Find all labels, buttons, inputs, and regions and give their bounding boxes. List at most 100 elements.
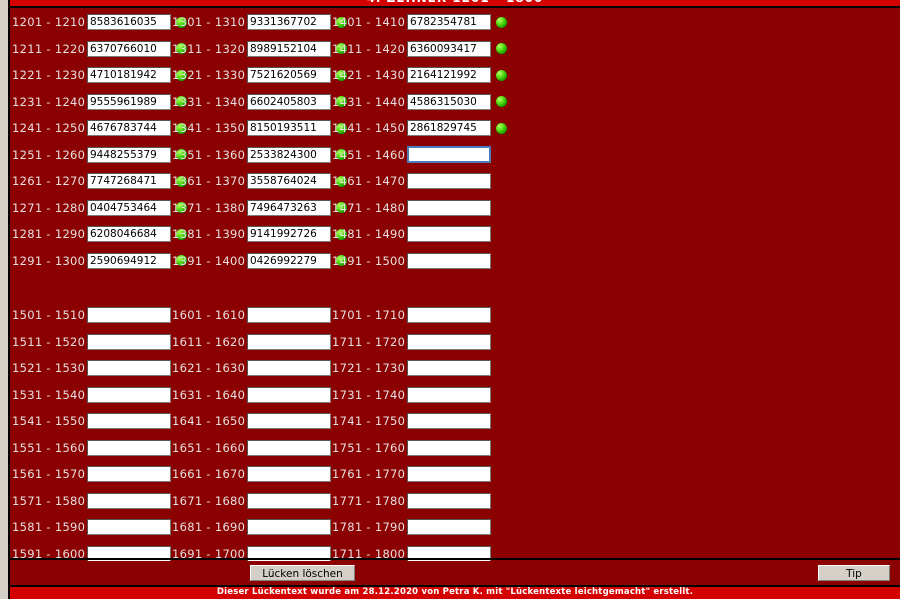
range-label: 1241 - 1250 <box>12 121 86 135</box>
gap-row: 1401 - 1410 <box>332 13 507 31</box>
gap-input[interactable] <box>247 307 331 323</box>
range-label: 1701 - 1710 <box>332 308 406 322</box>
range-label: 1481 - 1490 <box>332 227 406 241</box>
gap-input[interactable] <box>407 466 491 482</box>
gap-input[interactable] <box>87 466 171 482</box>
gap-input[interactable] <box>247 413 331 429</box>
gap-input[interactable] <box>247 252 331 269</box>
gap-row: 1711 - 1720 <box>332 333 507 351</box>
gap-input[interactable] <box>247 146 331 163</box>
range-label: 1721 - 1730 <box>332 361 406 375</box>
gap-input[interactable] <box>87 492 171 509</box>
gap-input[interactable] <box>87 120 171 136</box>
gap-input[interactable] <box>87 519 171 535</box>
gap-input[interactable] <box>87 226 171 242</box>
gap-row: 1221 - 1230 <box>12 66 187 84</box>
gap-input[interactable] <box>407 40 491 57</box>
gap-input[interactable] <box>407 93 491 110</box>
range-label: 1361 - 1370 <box>172 174 246 188</box>
range-label: 1331 - 1340 <box>172 94 246 109</box>
gap-row: 1621 - 1630 <box>172 359 347 377</box>
gap-row: 1531 - 1540 <box>12 386 187 404</box>
gap-input[interactable] <box>87 545 171 562</box>
range-label: 1601 - 1610 <box>172 308 246 322</box>
gap-input[interactable] <box>87 146 171 163</box>
gap-input[interactable] <box>247 199 331 216</box>
gap-input[interactable] <box>87 439 171 456</box>
range-label: 1401 - 1410 <box>332 15 406 29</box>
green-dot-icon <box>176 175 187 187</box>
gap-input[interactable] <box>407 120 491 136</box>
gap-input[interactable] <box>87 93 171 110</box>
range-label: 1581 - 1590 <box>12 520 86 534</box>
gap-input[interactable] <box>407 146 491 163</box>
range-label: 1391 - 1400 <box>172 253 246 268</box>
gap-input[interactable] <box>247 466 331 482</box>
tip-button[interactable]: Tip <box>818 565 890 581</box>
gap-row: 1321 - 1330 <box>172 66 347 84</box>
gap-input[interactable] <box>87 14 171 30</box>
footer-credit: Dieser Lückentext wurde am 28.12.2020 vo… <box>216 587 694 597</box>
gap-input[interactable] <box>87 360 171 376</box>
toolbar-top-divider <box>10 558 900 560</box>
gap-input[interactable] <box>247 492 331 509</box>
gap-row: 1301 - 1310 <box>172 13 347 31</box>
gap-input[interactable] <box>407 173 491 189</box>
gap-input[interactable] <box>247 386 331 403</box>
gap-input[interactable] <box>87 173 171 189</box>
gap-row: 1631 - 1640 <box>172 386 347 404</box>
gap-input[interactable] <box>407 333 491 350</box>
gap-input[interactable] <box>407 492 491 509</box>
gap-input[interactable] <box>87 199 171 216</box>
gap-input[interactable] <box>247 67 331 83</box>
green-dot-icon <box>176 69 187 81</box>
gap-input[interactable] <box>247 226 331 242</box>
gap-input[interactable] <box>407 386 491 403</box>
gap-input[interactable] <box>247 545 331 562</box>
green-dot-icon <box>336 69 347 81</box>
gap-input[interactable] <box>247 360 331 376</box>
gap-input[interactable] <box>407 413 491 429</box>
gap-row: 1271 - 1280 <box>12 199 187 217</box>
gap-input[interactable] <box>247 14 331 30</box>
gap-row: 1361 - 1370 <box>172 172 347 190</box>
gap-input[interactable] <box>247 93 331 110</box>
range-label: 1591 - 1600 <box>12 546 86 561</box>
gap-input[interactable] <box>247 519 331 535</box>
gap-input[interactable] <box>87 67 171 83</box>
gap-input[interactable] <box>407 439 491 456</box>
footer-banner: Dieser Lückentext wurde am 28.12.2020 vo… <box>10 587 900 599</box>
gap-row: 1711 - 1800 <box>332 545 507 563</box>
green-dot-icon <box>336 149 347 160</box>
gap-input[interactable] <box>407 14 491 30</box>
range-label: 1461 - 1470 <box>332 174 406 188</box>
gap-input[interactable] <box>407 67 491 83</box>
clear-gaps-button[interactable]: Lücken löschen <box>250 565 355 581</box>
range-label: 1741 - 1750 <box>332 414 406 428</box>
gap-input[interactable] <box>247 120 331 136</box>
gap-input[interactable] <box>407 252 491 269</box>
gap-row: 1581 - 1590 <box>12 518 187 536</box>
range-label: 1381 - 1390 <box>172 227 246 241</box>
gap-input[interactable] <box>407 307 491 323</box>
gap-input[interactable] <box>87 386 171 403</box>
gap-input[interactable] <box>247 40 331 57</box>
gap-input[interactable] <box>407 545 491 562</box>
gap-input[interactable] <box>407 360 491 376</box>
gap-input[interactable] <box>87 307 171 323</box>
range-label: 1301 - 1310 <box>172 15 246 29</box>
gap-input[interactable] <box>247 439 331 456</box>
gap-input[interactable] <box>407 226 491 242</box>
range-label: 1761 - 1770 <box>332 467 406 481</box>
gap-input[interactable] <box>87 413 171 429</box>
range-label: 1751 - 1760 <box>332 440 406 455</box>
gap-row: 1771 - 1780 <box>332 492 507 510</box>
gap-input[interactable] <box>87 40 171 57</box>
gap-input[interactable] <box>87 333 171 350</box>
gap-input[interactable] <box>407 199 491 216</box>
gap-input[interactable] <box>247 173 331 189</box>
gap-input[interactable] <box>407 519 491 535</box>
gap-input[interactable] <box>247 333 331 350</box>
gap-input[interactable] <box>87 252 171 269</box>
gap-row: 1721 - 1730 <box>332 359 507 377</box>
